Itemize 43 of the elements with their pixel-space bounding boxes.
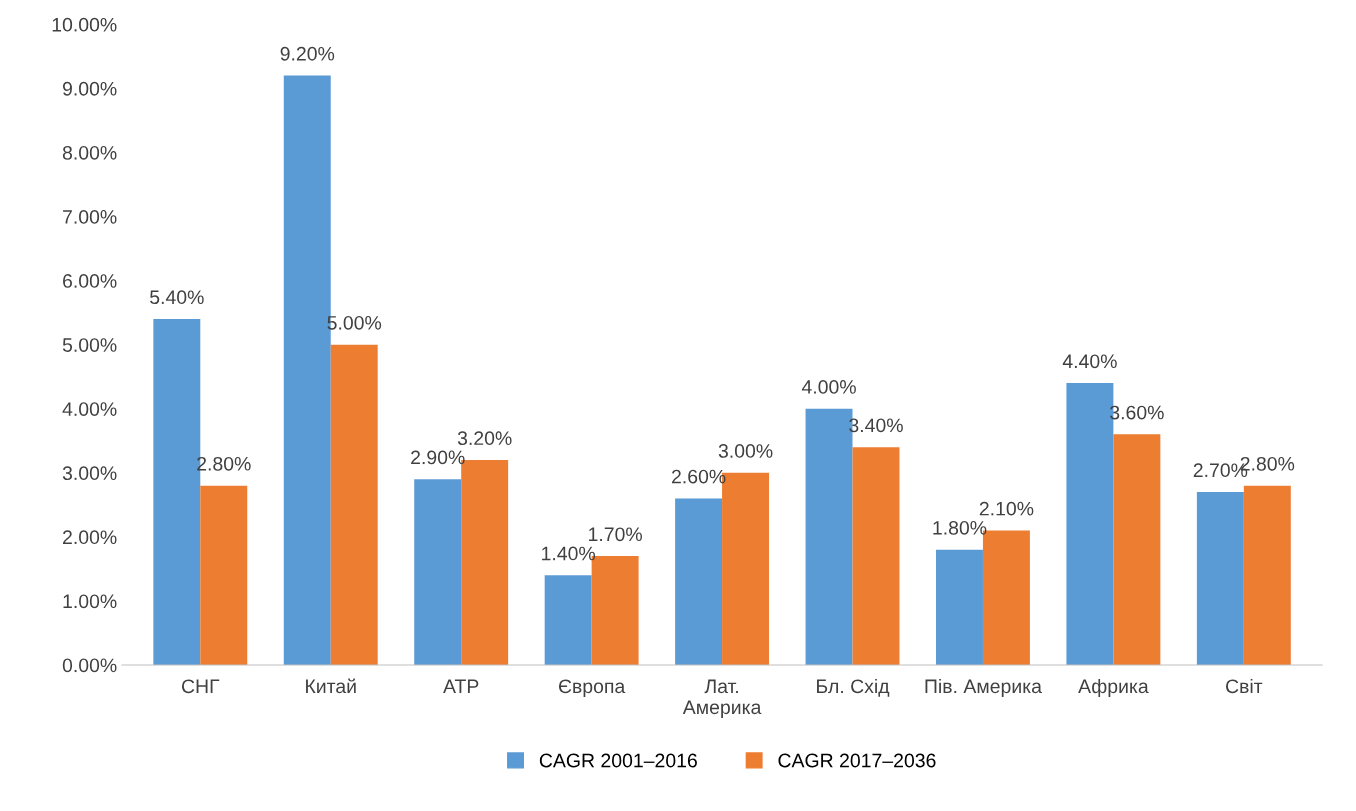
y-tick-label: 3.00% [62,466,117,481]
x-tick-label: Африка [1078,678,1149,698]
x-tick-label: Світ [1226,678,1263,694]
bar [1243,485,1291,666]
data-label: 3.20% [457,431,512,446]
x-tick-label: Пів. Америка [925,678,1042,698]
data-label: 2.90% [411,450,465,465]
data-label: 4.40% [1062,354,1117,369]
x-tick-label: АТР [443,679,479,693]
x-tick-label: Бл. Схід [817,678,890,697]
data-label: 3.00% [718,444,773,458]
bar [330,344,378,666]
bar [1196,492,1244,666]
data-label: 1.70% [589,527,642,542]
y-tick-label: 2.00% [63,530,117,545]
x-tick-label: СНГ [181,679,220,694]
data-label: 1.80% [933,520,987,535]
y-tick-label: 10.00% [52,17,117,32]
bar [852,447,900,666]
y-tick-label: 1.00% [63,594,117,609]
bar [1113,434,1161,666]
y-tick-label: 5.00% [62,338,117,352]
y-tick-label: 0.00% [62,658,117,673]
bar [675,498,723,666]
x-tick-label: Китай [306,678,356,694]
bar [935,549,983,666]
data-label: 1.40% [542,546,596,561]
data-label: 4.00% [801,380,856,394]
y-tick-label: 9.00% [62,81,117,96]
legend-label: CAGR 2017–2036 [778,753,936,768]
data-label: 2.10% [979,501,1034,516]
x-tick-label: Європа [558,679,626,698]
bar [414,479,462,666]
legend-label: CAGR 2001–2016 [539,753,697,768]
data-label: 5.40% [150,290,204,305]
bar [200,485,248,666]
x-tick-label: Лат. Америка [682,679,762,718]
y-tick-label: 6.00% [63,274,117,288]
bar [544,575,592,666]
data-label: 9.20% [280,46,335,61]
y-tick-label: 7.00% [63,210,117,224]
y-tick-label: 8.00% [62,145,117,160]
y-tick-label: 4.00% [62,402,117,416]
